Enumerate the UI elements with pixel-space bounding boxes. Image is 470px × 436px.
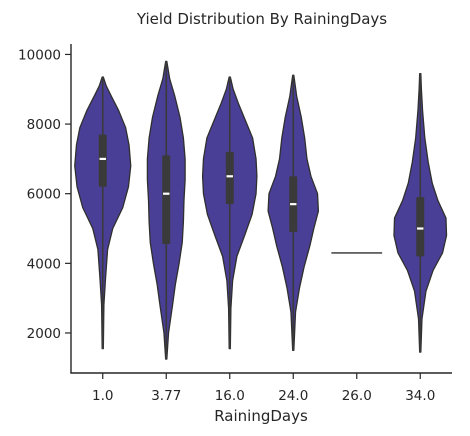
y-axis: 2000 4000 6000 8000 10000: [18, 47, 71, 342]
x-axis: 1.0 3.77 16.0 24.0 26.0 34.0: [92, 373, 435, 404]
violin-iqr-box: [98, 134, 107, 187]
y-tick-label: 4000: [27, 256, 61, 272]
violin-iqr-box: [416, 197, 425, 257]
y-tick-label: 8000: [27, 117, 61, 133]
y-tick-label: 2000: [27, 326, 61, 342]
y-tick-label: 6000: [27, 187, 61, 203]
x-tick-label: 1.0: [92, 388, 113, 404]
violin-iqr-box: [225, 151, 234, 205]
x-tick-label: 24.0: [278, 388, 308, 404]
violins: [74, 60, 448, 360]
x-tick-label: 34.0: [405, 388, 435, 404]
y-tick-label: 10000: [18, 47, 61, 63]
chart-title: Yield Distribution By RainingDays: [136, 10, 387, 28]
violin-iqr-box: [162, 155, 171, 245]
x-axis-label: RainingDays: [214, 407, 308, 425]
x-tick-label: 3.77: [151, 388, 181, 404]
x-tick-label: 16.0: [215, 388, 245, 404]
x-tick-label: 26.0: [342, 388, 372, 404]
